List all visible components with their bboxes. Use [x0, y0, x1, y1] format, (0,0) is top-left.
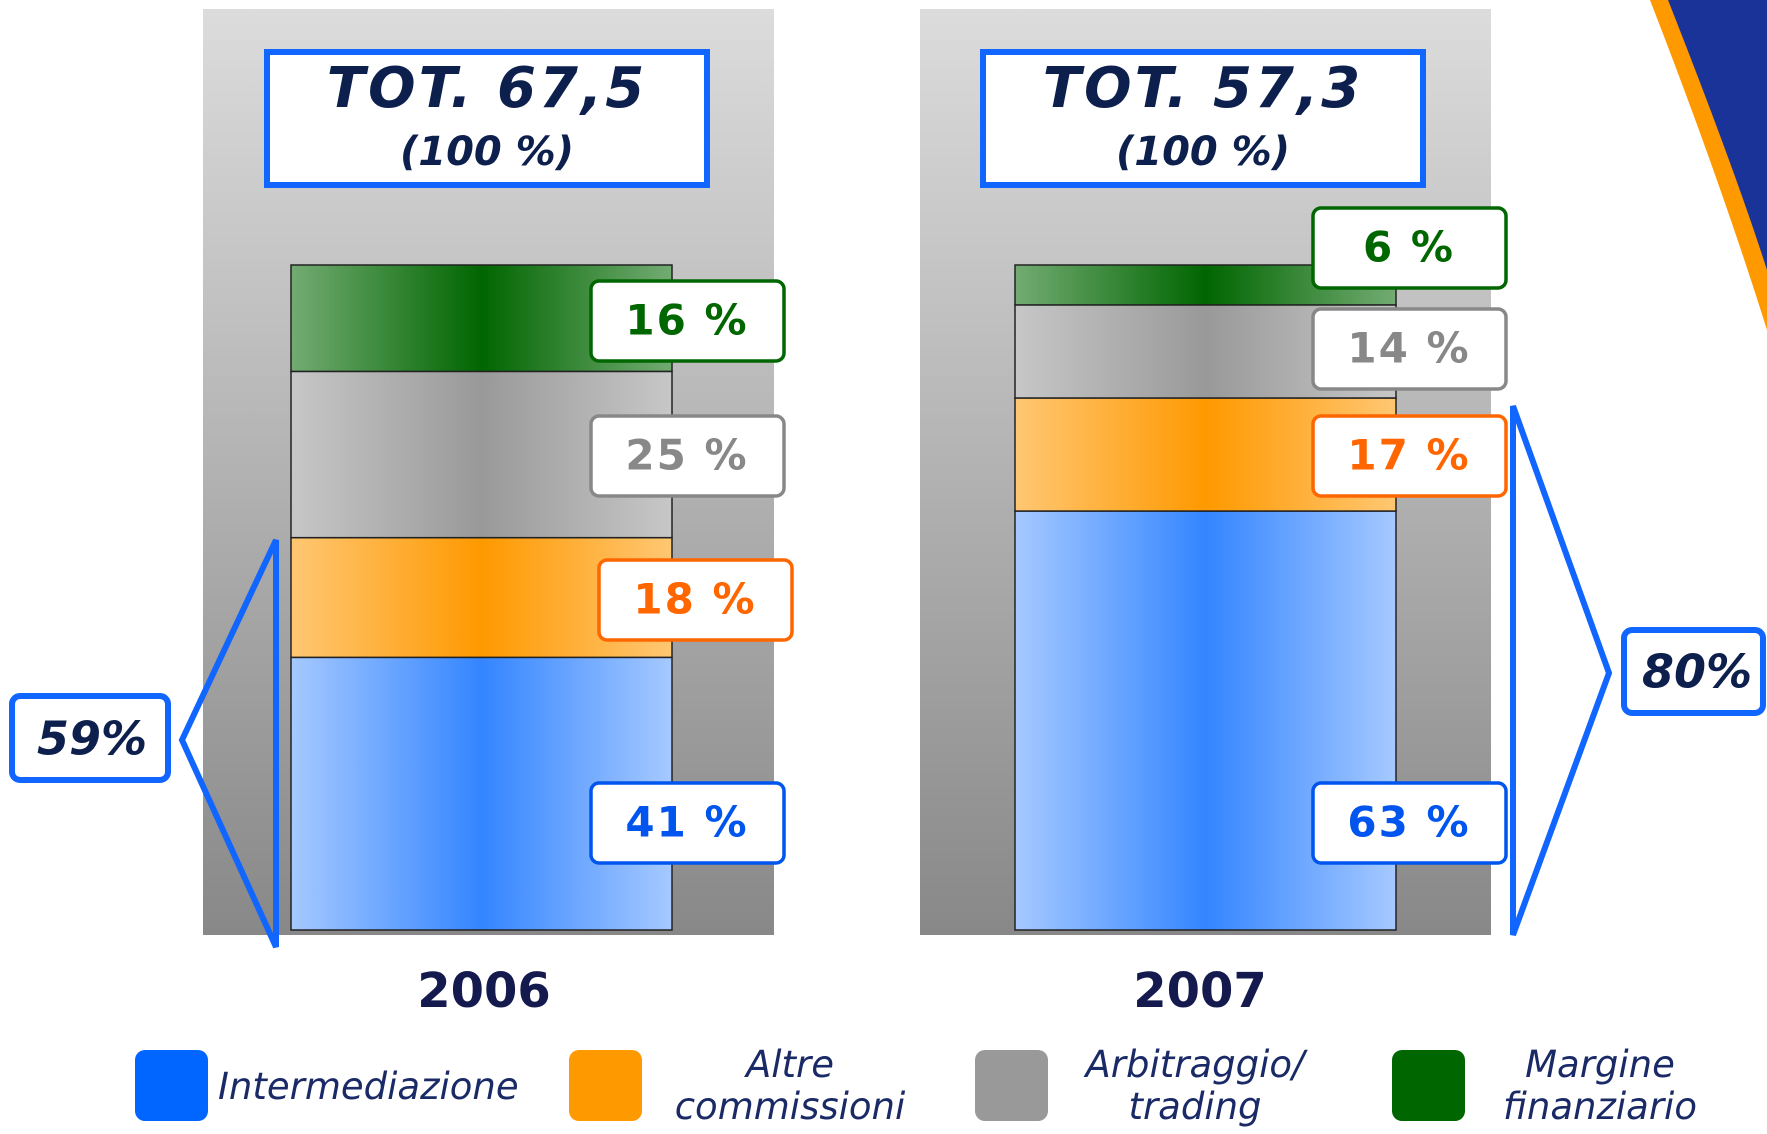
value-label: 63 % — [1347, 798, 1470, 847]
page: TOT. 67,5 (100 %) 41 % 18 % 25 % 16 % 2006 TOT.… — [0, 0, 1767, 1134]
x-tick-label: 2006 — [417, 963, 551, 1019]
value-label: 6 % — [1363, 223, 1455, 272]
value-label: 17 % — [1347, 431, 1470, 480]
value-label: 14 % — [1347, 324, 1470, 373]
legend-label: Arbitraggio/ trading — [1055, 1044, 1335, 1128]
total-share: (100 %) — [400, 129, 574, 175]
value-label: 25 % — [625, 431, 748, 480]
value-label: 41 % — [625, 798, 748, 847]
value-label: 18 % — [633, 575, 756, 624]
bracket-label: 59% — [37, 712, 147, 766]
total-share: (100 %) — [1116, 129, 1290, 175]
x-tick-label: 2007 — [1133, 963, 1267, 1019]
total-label: TOT. 57,3 — [1043, 56, 1363, 121]
legend-label: Margine finanziario — [1465, 1044, 1735, 1128]
value-label: 16 % — [625, 296, 748, 345]
total-label: TOT. 67,5 — [327, 56, 647, 121]
legend-swatch — [1392, 1050, 1465, 1121]
legend-swatch — [135, 1050, 208, 1121]
legend-swatch — [975, 1050, 1048, 1121]
chart: TOT. 67,5 (100 %) 41 % 18 % 25 % 16 % 2006 TOT.… — [0, 0, 1767, 1134]
bar-segment — [1015, 511, 1396, 930]
bracket — [1513, 406, 1609, 935]
legend-label: Altre commissioni — [650, 1044, 930, 1128]
legend-swatch — [569, 1050, 642, 1121]
legend-label: Intermediazione — [218, 1066, 558, 1108]
bracket-label: 80% — [1642, 645, 1752, 699]
